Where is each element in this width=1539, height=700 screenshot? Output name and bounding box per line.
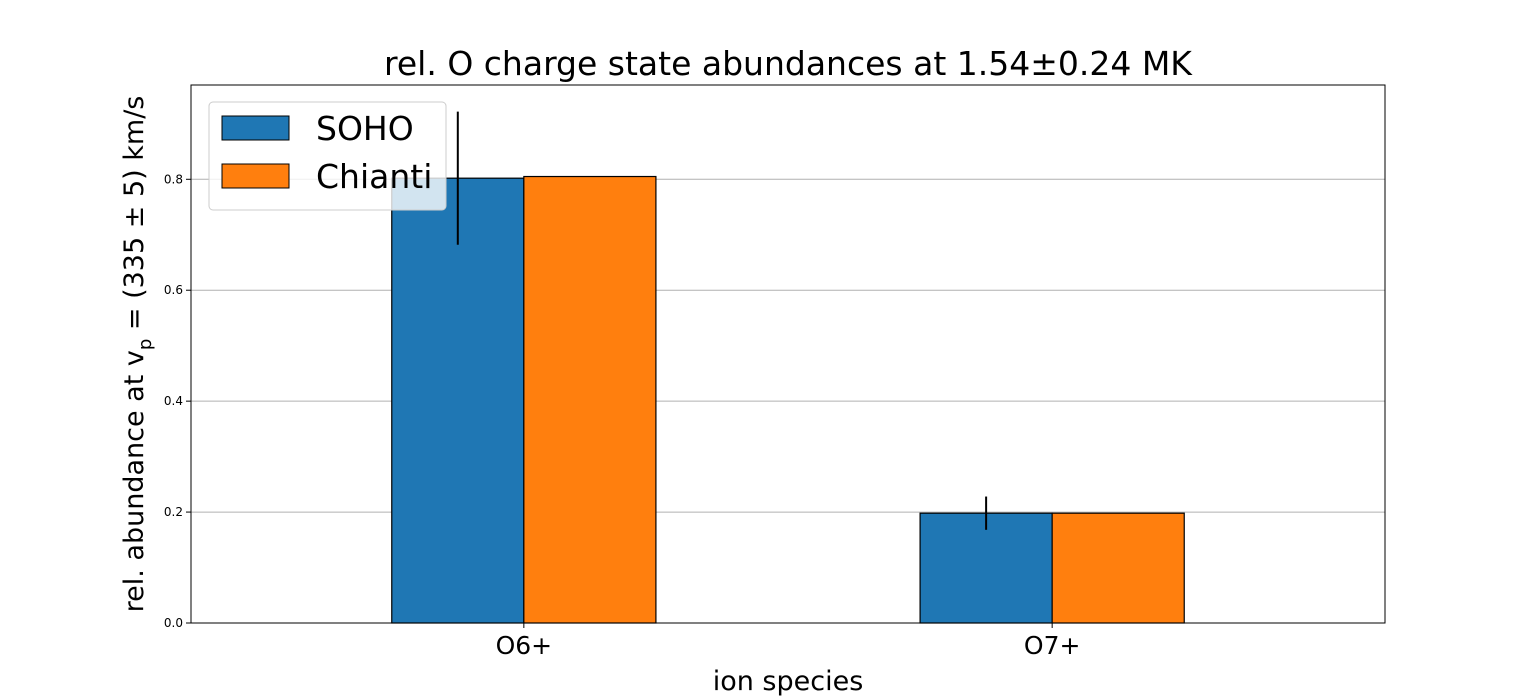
y-tick-label: 0.4: [164, 394, 183, 408]
bar-soho-o7plus: [919, 512, 1053, 624]
grid-lines: [191, 178, 1385, 513]
bar-soho-o6plus: [391, 177, 525, 624]
bar-chianti-o7plus: [1051, 512, 1185, 624]
error-bars: [456, 111, 988, 530]
legend-swatch: [221, 163, 290, 189]
chart-title: rel. O charge state abundances at 1.54±0…: [384, 44, 1193, 83]
y-tick-label: 0.0: [164, 616, 183, 630]
legend-swatch: [221, 115, 290, 141]
bars: [391, 175, 1185, 624]
x-tick-label: O7+: [1024, 631, 1081, 660]
legend-label: Chianti: [316, 157, 432, 196]
y-axis-label: rel. abundance at vp = (335 ± 5) km/s: [119, 96, 156, 613]
plot-frame: [190, 84, 1386, 624]
legend: SOHO Chianti: [208, 101, 447, 211]
y-tick-label: 0.8: [164, 172, 183, 186]
x-axis-ticks: O6+ O7+: [496, 623, 1081, 660]
legend-label: SOHO: [316, 109, 414, 148]
y-tick-label: 0.6: [164, 283, 183, 297]
bar-chianti-o6plus: [523, 175, 657, 624]
y-tick-label: 0.2: [164, 505, 183, 519]
x-axis-label: ion species: [713, 666, 864, 697]
x-tick-label: O6+: [496, 631, 553, 660]
y-axis-ticks: 0.0 0.2 0.4 0.6 0.8: [164, 172, 191, 630]
